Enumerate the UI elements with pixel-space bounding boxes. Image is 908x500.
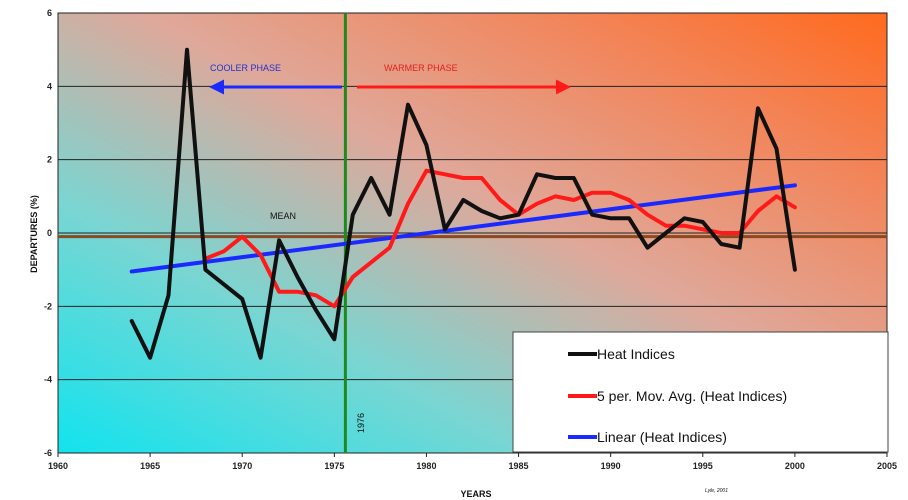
x-tick-label: 1975 bbox=[324, 461, 344, 471]
x-tick-label: 1990 bbox=[601, 461, 621, 471]
legend-label-linear: Linear (Heat Indices) bbox=[597, 429, 727, 445]
series-linear-trend bbox=[129, 183, 797, 274]
mean-label: MEAN bbox=[270, 211, 296, 221]
y-tick-label: 6 bbox=[47, 8, 52, 18]
y-tick-label: -4 bbox=[44, 375, 52, 385]
legend-label-moving-average: 5 per. Mov. Avg. (Heat Indices) bbox=[597, 388, 787, 404]
x-tick-label: 1965 bbox=[140, 461, 160, 471]
series-layer bbox=[129, 47, 797, 360]
series-moving-average bbox=[203, 168, 797, 309]
x-tick-label: 2005 bbox=[877, 461, 897, 471]
y-tick-label: 2 bbox=[47, 155, 52, 165]
cooler-phase-label: COOLER PHASE bbox=[210, 63, 281, 73]
y-tick-label: 0 bbox=[47, 228, 52, 238]
warmer-phase-label: WARMER PHASE bbox=[384, 63, 458, 73]
legend: Heat Indices 5 per. Mov. Avg. (Heat Indi… bbox=[512, 331, 889, 453]
x-tick-label: 2000 bbox=[785, 461, 805, 471]
divider-year-label: 1976 bbox=[356, 413, 366, 433]
tick-labels: -6 -4 -2 0 2 4 6 1960 1965 1970 1975 1980 1985 1990 19… bbox=[44, 8, 897, 471]
y-axis-title: DEPARTURES (%) bbox=[29, 195, 39, 273]
source-credit: Lyle, 2001 bbox=[705, 488, 728, 494]
x-axis-title: YEARS bbox=[460, 489, 491, 499]
y-tick-label: -2 bbox=[44, 301, 52, 311]
series-heat-indices bbox=[129, 47, 797, 360]
legend-label-heat-indices: Heat Indices bbox=[597, 346, 675, 362]
x-tick-label: 1970 bbox=[232, 461, 252, 471]
y-tick-label: 4 bbox=[47, 81, 52, 91]
y-tick-label: -6 bbox=[44, 448, 52, 458]
plot-border bbox=[57, 12, 888, 454]
x-tick-label: 1995 bbox=[693, 461, 713, 471]
x-tick-label: 1985 bbox=[509, 461, 529, 471]
x-tick-label: 1960 bbox=[48, 461, 68, 471]
x-tick-label: 1980 bbox=[416, 461, 436, 471]
